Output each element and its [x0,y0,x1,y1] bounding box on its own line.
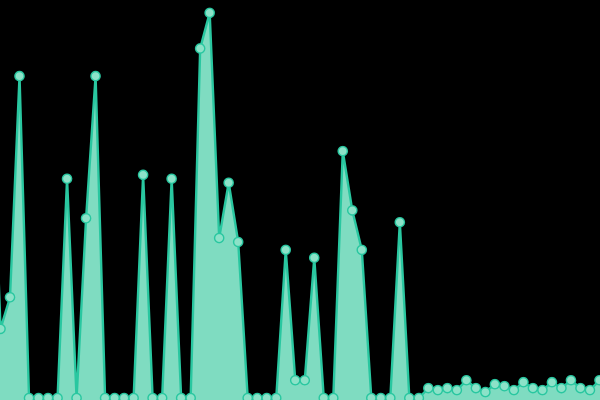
data-point-marker [204,7,215,19]
data-point-marker [289,374,301,386]
data-point-marker [251,392,263,400]
data-point-marker [327,392,339,400]
data-point-marker [470,382,482,394]
data-point-marker [413,392,425,400]
data-point-marker [261,392,273,400]
data-point-marker [346,205,358,216]
data-point-marker [527,382,539,394]
data-point-marker [0,323,6,335]
data-point-marker [280,244,292,256]
data-point-marker [137,169,149,181]
data-point-marker [4,291,16,303]
data-point-marker [33,392,44,400]
data-point-marker [80,212,92,224]
data-point-marker [213,232,225,244]
data-point-marker [109,392,120,400]
data-point-marker [423,382,434,394]
data-point-marker [175,392,187,400]
data-point-marker [223,177,234,189]
data-point-marker [270,392,282,400]
data-point-marker [156,392,168,400]
data-point-marker [71,392,82,400]
data-point-marker [128,392,139,400]
data-point-marker [489,378,501,390]
data-point-markers [0,7,600,400]
data-point-marker [537,384,548,396]
data-point-marker [61,173,73,185]
data-point-marker [366,392,377,400]
data-point-marker [337,145,349,157]
data-point-marker [442,382,453,394]
data-point-marker [480,386,491,398]
data-point-marker [14,70,25,82]
data-point-marker [461,374,472,386]
data-point-marker [23,392,35,400]
data-point-marker [52,392,63,400]
data-point-marker [546,376,558,388]
data-point-marker [90,70,101,82]
data-point-marker [565,374,577,386]
data-point-marker [318,392,330,400]
data-point-marker [575,382,586,394]
data-point-marker [594,374,600,386]
data-point-marker [518,376,529,388]
data-point-marker [166,173,177,185]
data-point-marker [299,374,311,386]
data-point-marker [499,380,510,392]
data-point-marker [185,392,196,400]
data-point-marker [118,392,130,400]
data-point-marker [584,384,596,396]
data-point-marker [356,244,368,256]
data-point-marker [375,392,387,400]
data-point-marker [556,382,567,394]
data-point-marker [508,384,520,396]
data-point-marker [451,384,463,396]
data-point-marker [147,392,158,400]
data-point-marker [385,392,396,400]
data-point-marker [42,392,54,400]
data-point-marker [404,392,415,400]
data-point-marker [394,216,406,228]
data-point-marker [308,252,320,264]
data-point-marker [432,384,444,396]
data-point-marker [242,392,254,400]
data-point-marker [232,236,244,248]
data-point-marker [99,392,111,400]
data-point-marker [194,43,206,54]
